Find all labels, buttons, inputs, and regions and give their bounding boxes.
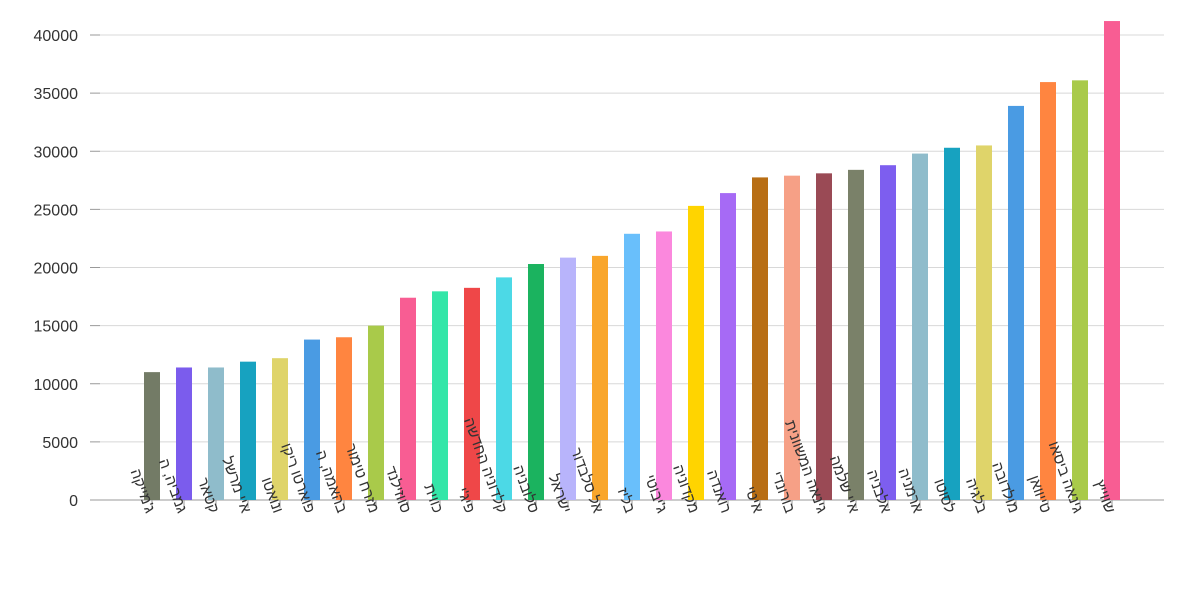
bar xyxy=(208,367,224,500)
bar xyxy=(400,297,416,500)
bar xyxy=(720,193,736,500)
y-tick-label: 0 xyxy=(69,493,78,510)
y-tick-label: 35000 xyxy=(34,86,79,103)
bar xyxy=(976,145,992,500)
bar xyxy=(592,255,608,500)
y-tick-label: 25000 xyxy=(34,202,79,219)
bar xyxy=(1104,21,1120,501)
bar xyxy=(560,257,576,500)
bar xyxy=(368,325,384,500)
bar xyxy=(784,175,800,500)
bar xyxy=(496,277,512,500)
bar xyxy=(688,205,704,500)
y-tick-label: 5000 xyxy=(42,435,78,452)
bar xyxy=(464,287,480,500)
bar xyxy=(240,361,256,500)
bar xyxy=(528,264,544,500)
bar xyxy=(336,337,352,500)
y-tick-label: 40000 xyxy=(34,28,79,45)
bar xyxy=(432,291,448,500)
bar xyxy=(624,233,640,500)
bar xyxy=(752,177,768,500)
bar xyxy=(816,173,832,500)
bar xyxy=(1008,105,1024,500)
bar xyxy=(656,231,672,500)
bar xyxy=(144,372,160,500)
y-tick-label: 15000 xyxy=(34,319,79,336)
bar xyxy=(848,169,864,500)
y-tick-label: 10000 xyxy=(34,377,79,394)
y-tick-label: 20000 xyxy=(34,261,79,278)
bar xyxy=(304,339,320,500)
bar xyxy=(1072,80,1088,501)
bar xyxy=(176,367,192,500)
bar xyxy=(1040,82,1056,501)
bar xyxy=(880,165,896,500)
bar xyxy=(944,147,960,500)
y-tick-label: 30000 xyxy=(34,144,79,161)
bar xyxy=(272,358,288,500)
bar xyxy=(912,153,928,500)
